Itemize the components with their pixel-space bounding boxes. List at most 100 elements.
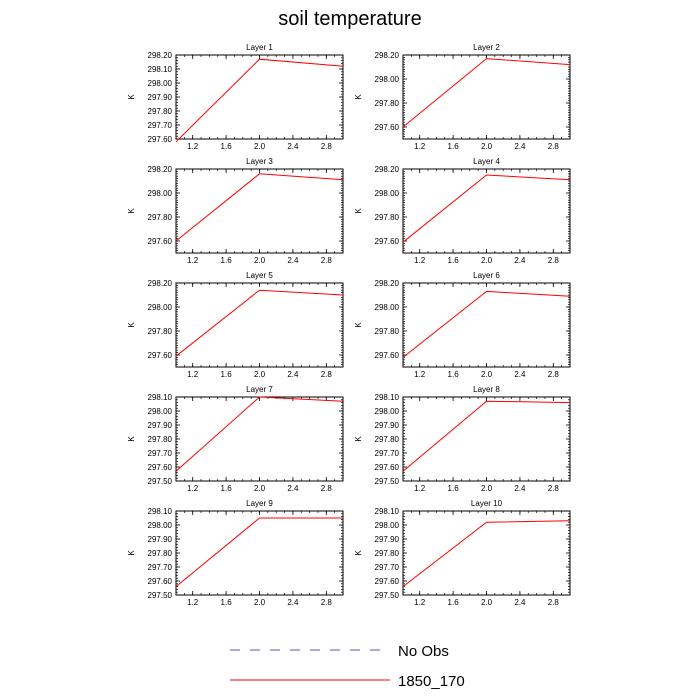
- y-tick-label: 298.10: [148, 393, 173, 402]
- plot-frame: [402, 510, 571, 596]
- x-tick-label: 1.2: [414, 484, 426, 493]
- x-tick-label: 2.8: [321, 256, 333, 265]
- y-tick-label: 297.50: [148, 477, 173, 486]
- y-tick-label: 297.80: [148, 549, 173, 558]
- y-tick-label: 297.50: [148, 591, 173, 600]
- panel-title: Layer 7: [246, 385, 273, 394]
- y-tick-label: 297.80: [375, 435, 400, 444]
- legend-item: No Obs: [230, 643, 449, 660]
- y-tick-label: 297.70: [148, 121, 173, 130]
- x-tick-label: 1.2: [187, 370, 199, 379]
- series-line: [402, 520, 571, 587]
- x-tick-label: 1.6: [221, 484, 233, 493]
- chart-panel-3: Layer 3 K 1.2 1.6 2.0 2.4 2.8 297.60 297.80 298.0…: [127, 157, 344, 265]
- chart-panel-2: Layer 2 K 1.2 1.6 2.0 2.4 2.8 297.60 297.80 298.0…: [354, 43, 571, 151]
- x-tick-label: 2.8: [548, 256, 560, 265]
- y-tick-label: 297.80: [148, 327, 173, 336]
- x-tick-label: 1.6: [221, 256, 233, 265]
- panel-title: Layer 5: [246, 271, 273, 280]
- x-tick-label: 2.0: [254, 370, 266, 379]
- x-tick-label: 2.4: [514, 484, 526, 493]
- y-axis-label: K: [354, 208, 363, 214]
- y-tick-label: 297.80: [375, 549, 400, 558]
- y-tick-label: 298.00: [148, 79, 173, 88]
- y-tick-label: 297.60: [375, 237, 400, 246]
- plot-frame: [402, 396, 571, 482]
- x-tick-label: 2.0: [481, 370, 493, 379]
- y-tick-label: 298.20: [148, 51, 173, 60]
- x-tick-label: 2.4: [514, 598, 526, 607]
- x-tick-label: 2.4: [287, 598, 299, 607]
- y-axis-label: K: [127, 208, 136, 214]
- y-tick-label: 297.90: [148, 535, 173, 544]
- y-tick-label: 297.70: [375, 563, 400, 572]
- y-tick-label: 297.50: [375, 477, 400, 486]
- y-tick-label: 297.50: [375, 591, 400, 600]
- x-tick-label: 1.6: [448, 484, 460, 493]
- x-tick-label: 1.2: [414, 598, 426, 607]
- x-tick-label: 1.2: [187, 598, 199, 607]
- y-axis-label: K: [354, 322, 363, 328]
- y-tick-label: 297.90: [375, 535, 400, 544]
- chart-panel-5: Layer 5 K 1.2 1.6 2.0 2.4 2.8 297.60 297.80 298.0…: [127, 271, 344, 379]
- x-tick-label: 2.4: [287, 256, 299, 265]
- plot-frame: [175, 282, 344, 368]
- y-tick-label: 298.10: [375, 393, 400, 402]
- legend-item: 1850_170: [230, 673, 465, 690]
- x-tick-label: 2.0: [254, 256, 266, 265]
- x-tick-label: 2.4: [514, 256, 526, 265]
- x-tick-label: 1.2: [187, 256, 199, 265]
- x-tick-label: 2.4: [287, 484, 299, 493]
- x-tick-label: 1.2: [414, 370, 426, 379]
- x-tick-label: 2.8: [321, 370, 333, 379]
- y-tick-label: 297.70: [148, 563, 173, 572]
- y-tick-label: 297.60: [148, 577, 173, 586]
- x-tick-label: 2.4: [287, 142, 299, 151]
- y-axis-label: K: [354, 94, 363, 100]
- series-line: [175, 58, 344, 143]
- y-tick-label: 298.20: [148, 165, 173, 174]
- x-tick-label: 1.6: [221, 142, 233, 151]
- series-line: [402, 400, 571, 472]
- y-axis-label: K: [127, 322, 136, 328]
- y-tick-label: 297.80: [148, 107, 173, 116]
- x-tick-label: 2.8: [548, 598, 560, 607]
- x-tick-label: 1.2: [187, 142, 199, 151]
- y-axis-label: K: [127, 550, 136, 556]
- plot-frame: [402, 282, 571, 368]
- y-axis-label: K: [127, 94, 136, 100]
- chart-panel-1: Layer 1 K 1.2 1.6 2.0 2.4 2.8 297.60 297.70 297.8…: [127, 43, 344, 151]
- series-line: [175, 396, 344, 472]
- y-tick-label: 298.10: [148, 507, 173, 516]
- chart-panel-8: Layer 8 K 1.2 1.6 2.0 2.4 2.8 297.50 297.60 297.7…: [354, 385, 571, 493]
- x-tick-label: 1.2: [414, 256, 426, 265]
- chart-panel-6: Layer 6 K 1.2 1.6 2.0 2.4 2.8 297.60 297.80 298.0…: [354, 271, 571, 379]
- y-tick-label: 298.00: [375, 521, 400, 530]
- y-tick-label: 297.60: [148, 463, 173, 472]
- plot-frame: [175, 168, 344, 254]
- y-tick-label: 298.20: [375, 165, 400, 174]
- panel-title: Layer 9: [246, 499, 273, 508]
- y-tick-label: 297.90: [148, 93, 173, 102]
- y-tick-label: 297.80: [375, 327, 400, 336]
- plot-frame: [175, 54, 344, 140]
- series-line: [402, 290, 571, 358]
- x-tick-label: 1.6: [221, 598, 233, 607]
- y-tick-label: 297.90: [148, 421, 173, 430]
- x-tick-label: 2.8: [321, 142, 333, 151]
- y-tick-label: 298.00: [148, 189, 173, 198]
- y-tick-label: 297.80: [148, 213, 173, 222]
- panel-title: Layer 3: [246, 157, 273, 166]
- y-tick-label: 297.70: [148, 449, 173, 458]
- y-tick-label: 298.20: [375, 51, 400, 60]
- y-tick-label: 297.80: [148, 435, 173, 444]
- chart-panel-4: Layer 4 K 1.2 1.6 2.0 2.4 2.8 297.60 297.80 298.0…: [354, 157, 571, 265]
- y-tick-label: 297.60: [375, 463, 400, 472]
- x-tick-label: 2.8: [321, 598, 333, 607]
- y-axis-label: K: [354, 550, 363, 556]
- x-tick-label: 1.2: [187, 484, 199, 493]
- x-tick-label: 1.6: [221, 370, 233, 379]
- chart-panel-9: Layer 9 K 1.2 1.6 2.0 2.4 2.8 297.50 297.60 297.7…: [127, 499, 344, 607]
- y-tick-label: 298.20: [375, 279, 400, 288]
